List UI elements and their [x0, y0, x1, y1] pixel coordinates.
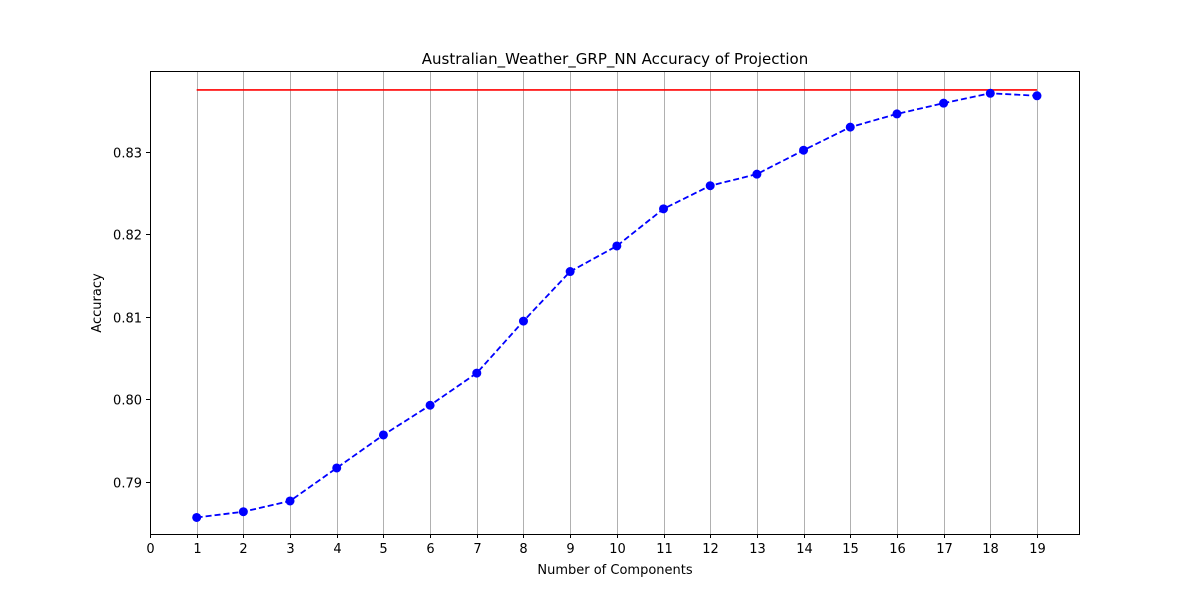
data-point-8	[518, 316, 528, 326]
x-tick-label-15: 15	[842, 542, 859, 557]
plot-frame	[150, 71, 1080, 535]
data-point-7	[472, 368, 482, 378]
x-tick-label-17: 17	[936, 542, 953, 557]
x-tick-label-8: 8	[519, 542, 527, 557]
data-point-3	[285, 496, 295, 506]
y-tick-label-0: 0.79	[113, 477, 142, 492]
x-tick-label-6: 6	[426, 542, 434, 557]
x-tick-label-7: 7	[473, 542, 481, 557]
x-tick-label-5: 5	[379, 542, 387, 557]
data-point-16	[892, 109, 902, 119]
x-tick-label-11: 11	[656, 542, 673, 557]
data-point-14	[799, 145, 809, 155]
y-tick-label-1: 0.80	[113, 394, 142, 409]
data-point-11	[659, 204, 669, 214]
x-tick-label-4: 4	[333, 542, 341, 557]
x-axis-ticks: 0 1 2 3 4 5 6 7 8 9 10 11 12 13 14 15 16 17 18 19	[146, 534, 1046, 557]
series-layer	[192, 88, 1042, 522]
data-point-4	[332, 463, 342, 473]
x-tick-label-9: 9	[566, 542, 574, 557]
data-point-6	[425, 400, 435, 410]
data-point-9	[565, 267, 575, 277]
x-tick-label-10: 10	[609, 542, 626, 557]
x-tick-label-13: 13	[749, 542, 766, 557]
x-tick-label-3: 3	[286, 542, 294, 557]
data-point-13	[752, 169, 762, 179]
data-point-12	[705, 181, 715, 191]
data-point-17	[939, 98, 949, 108]
x-tick-label-2: 2	[239, 542, 247, 557]
x-tick-label-19: 19	[1029, 542, 1046, 557]
x-tick-label-18: 18	[982, 542, 999, 557]
x-tick-label-12: 12	[702, 542, 719, 557]
y-axis-ticks: 0.79 0.80 0.81 0.82 0.83	[113, 147, 150, 492]
data-point-5	[378, 430, 388, 440]
grid-layer	[150, 71, 1038, 534]
data-point-19	[1032, 91, 1042, 101]
data-point-2	[238, 507, 248, 517]
y-axis-label: Accuracy	[90, 273, 105, 333]
x-tick-label-1: 1	[193, 542, 201, 557]
data-point-1	[192, 512, 202, 522]
y-tick-label-2: 0.81	[113, 312, 142, 327]
chart-title: Australian_Weather_GRP_NN Accuracy of Pr…	[422, 50, 808, 69]
x-tick-label-16: 16	[889, 542, 906, 557]
y-tick-label-4: 0.83	[113, 147, 142, 162]
data-point-10	[612, 241, 622, 251]
data-point-15	[845, 122, 855, 132]
y-tick-label-3: 0.82	[113, 229, 142, 244]
data-point-18	[985, 88, 995, 98]
x-tick-label-0: 0	[146, 542, 154, 557]
x-tick-label-14: 14	[796, 542, 813, 557]
x-axis-label: Number of Components	[537, 563, 692, 578]
